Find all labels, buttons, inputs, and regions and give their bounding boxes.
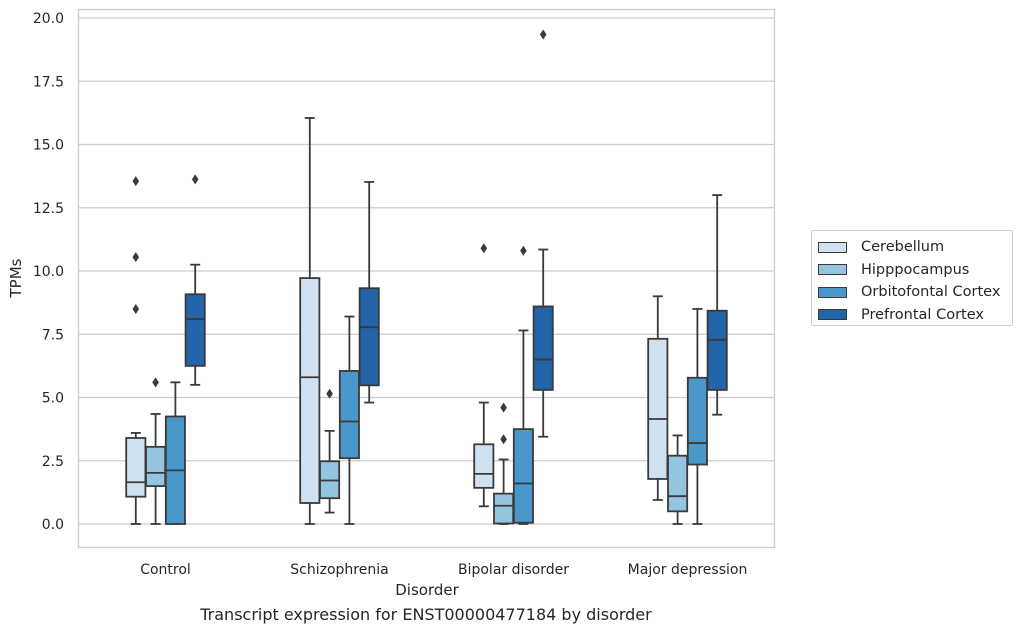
outlier-point <box>500 402 507 413</box>
box <box>145 445 167 487</box>
box <box>358 287 380 387</box>
y-tick-label: 20.0 <box>33 11 64 27</box>
outlier-point <box>132 176 140 187</box>
box-group <box>706 194 728 416</box>
box-group <box>532 29 554 438</box>
y-tick-labels: 0.0 2.5 5.0 7.5 10.0 12.5 15.0 17.5 20.0 <box>33 11 64 533</box>
box <box>686 376 708 466</box>
outlier-point <box>480 243 488 254</box>
legend-item: Cerebellum <box>818 236 1012 259</box>
outlier-point <box>132 303 140 314</box>
y-tick-label: 12.5 <box>33 201 64 217</box>
outlier-point <box>132 252 140 263</box>
box-group <box>512 245 534 525</box>
y-tick-label: 2.5 <box>42 454 64 470</box>
outlier-point <box>500 434 507 445</box>
box-group <box>184 174 206 386</box>
outlier-point <box>326 388 333 399</box>
box <box>299 277 321 504</box>
box <box>706 309 728 391</box>
legend: Cerebellum Hipppocampus Orbitofontal Corte… <box>811 230 1013 326</box>
box-group <box>358 181 380 404</box>
outlier-point <box>539 29 547 40</box>
legend-swatch <box>818 241 847 253</box>
outlier-point <box>191 174 199 185</box>
y-tick-label: 10.0 <box>33 264 64 280</box>
box-group <box>338 315 360 525</box>
y-axis-title: TPMs <box>7 258 25 298</box>
x-tick-labels: Control Schizophrenia Bipolar disorder Majo… <box>140 562 747 578</box>
box-group <box>647 295 669 501</box>
legend-swatch <box>818 264 847 276</box>
box-group <box>473 243 495 508</box>
box <box>473 443 495 489</box>
box-group <box>125 176 147 525</box>
box <box>647 337 669 480</box>
box-group <box>667 434 689 525</box>
x-tick-label: Schizophrenia <box>290 562 388 578</box>
y-tick-label: 15.0 <box>33 138 64 154</box>
x-tick-label: Major depression <box>628 562 748 578</box>
y-tick-label: 0.0 <box>42 517 64 533</box>
outlier-point <box>152 377 159 388</box>
legend-item: Prefrontal Cortex <box>818 304 1012 327</box>
chart-caption: Transcript expression for ENST0000047718… <box>200 605 652 624</box>
legend-label: Hipppocampus <box>861 261 970 278</box>
legend-item: Orbitofontal Cortex <box>818 281 1012 304</box>
box <box>493 492 515 525</box>
box <box>338 370 360 460</box>
legend-item: Hipppocampus <box>818 259 1012 282</box>
boxes-layer <box>125 29 728 525</box>
legend-label: Orbitofontal Cortex <box>861 284 1001 301</box>
legend-label: Cerebellum <box>861 239 945 256</box>
y-tick-label: 5.0 <box>42 391 64 407</box>
box-group <box>493 402 515 525</box>
legend-label: Prefrontal Cortex <box>861 306 984 323</box>
x-axis-title: Disorder <box>395 581 459 599</box>
x-tick-label: Bipolar disorder <box>458 562 569 578</box>
box-group <box>319 388 341 514</box>
box <box>667 454 689 513</box>
box-group <box>145 377 167 525</box>
box <box>125 437 147 498</box>
box-group <box>686 308 708 525</box>
box <box>184 293 206 367</box>
y-tick-label: 7.5 <box>42 327 64 343</box>
box-group <box>299 117 321 525</box>
x-tick-label: Control <box>140 562 191 578</box>
legend-swatch <box>818 286 847 298</box>
box-group <box>164 381 186 525</box>
box <box>532 305 554 391</box>
plot-frame <box>77 8 776 549</box>
box <box>512 428 534 524</box>
outlier-point <box>520 245 527 256</box>
legend-swatch <box>818 309 847 321</box>
y-tick-label: 17.5 <box>33 74 64 90</box>
